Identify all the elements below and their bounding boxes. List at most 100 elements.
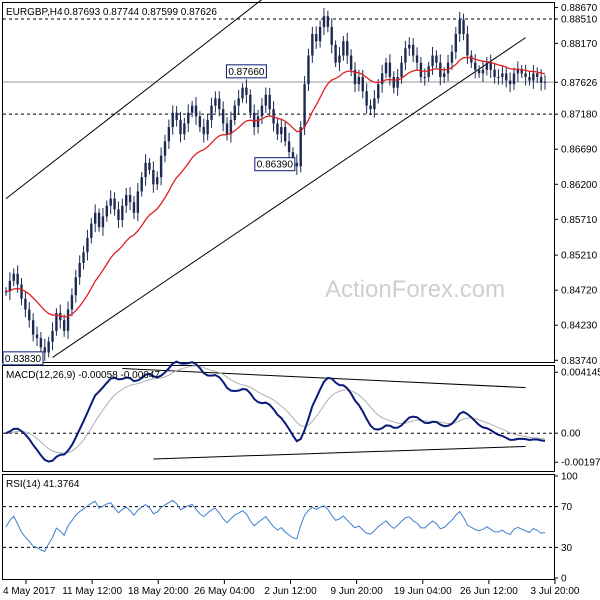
candle-body-95	[373, 98, 376, 110]
candle-body-67	[264, 94, 268, 106]
candle-body-90	[353, 69, 357, 85]
x-tick-label-0: 4 May 2017	[3, 586, 56, 597]
candle-body-38	[152, 169, 155, 185]
candle-body-96	[377, 84, 380, 99]
candle-body-18	[74, 277, 77, 296]
x-tick-label-4: 2 Jun 12:00	[264, 586, 317, 597]
candle-body-31	[125, 195, 128, 206]
candle-body-134	[524, 73, 527, 77]
x-tick-label-1: 11 May 12:00	[62, 586, 122, 597]
candle-body-102	[400, 62, 403, 77]
macd-tick-label-2: -0.001972	[561, 458, 600, 469]
candle-body-50	[198, 116, 202, 128]
candle-body-101	[396, 76, 399, 88]
candle-body-128	[501, 73, 504, 77]
candle-body-55	[218, 98, 221, 110]
candle-body-78	[307, 55, 310, 85]
candle-body-48	[190, 105, 194, 113]
price-tick-label-9: 0.84720	[561, 286, 598, 297]
candle-body-83	[326, 16, 330, 27]
price-tick-label-6: 0.86200	[561, 180, 598, 191]
candle-body-57	[225, 123, 229, 135]
candle-body-33	[132, 202, 136, 213]
candle-body-13	[55, 313, 58, 331]
watermark: ActionForex.com	[325, 276, 505, 303]
candle-body-28	[113, 198, 116, 210]
candle-body-53	[210, 105, 213, 120]
candle-body-62	[245, 87, 248, 95]
candle-body-66	[260, 105, 264, 117]
candle-body-86	[338, 55, 341, 63]
macd-title: MACD(12,26,9) -0.00058 -0.00047	[6, 370, 160, 381]
annotation-box-1	[225, 64, 267, 79]
candle-body-93	[365, 91, 368, 106]
rsi-tick-label-2: 30	[561, 543, 573, 554]
annotation-box-3	[2, 351, 44, 366]
x-tick-label-8: 3 Jul 20:00	[531, 586, 580, 597]
candle-body-15	[62, 320, 66, 331]
candle-body-81	[318, 26, 322, 42]
candle-body-5	[24, 298, 27, 310]
candle-body-117	[458, 19, 461, 35]
candle-body-25	[101, 216, 105, 228]
candle-body-51	[202, 127, 205, 135]
candle-body-118	[462, 19, 465, 35]
candle-body-39	[156, 177, 159, 185]
candle-body-47	[187, 112, 190, 124]
candle-body-82	[322, 16, 326, 27]
price-tick-label-0: 0.88670	[561, 3, 598, 14]
candle-body-127	[497, 76, 500, 78]
candle-body-71	[280, 127, 283, 135]
candle-body-91	[357, 76, 361, 85]
candle-body-136	[532, 73, 535, 81]
macd-signal-line	[5, 365, 546, 454]
x-tick-label-7: 26 Jun 12:00	[460, 586, 518, 597]
candle-body-65	[256, 116, 260, 128]
annotation-label-1: 0.87660	[228, 67, 265, 78]
candle-body-84	[330, 26, 333, 45]
candle-body-114	[446, 62, 450, 74]
candle-body-111	[435, 55, 438, 63]
macd-layer	[3, 360, 554, 463]
candle-body-61	[241, 87, 244, 99]
candle-body-11	[47, 341, 50, 353]
candle-body-125	[489, 62, 492, 70]
candle-body-45	[179, 119, 182, 135]
candle-body-2	[12, 273, 15, 281]
candle-body-32	[128, 195, 132, 203]
macd-panel-frame	[2, 365, 555, 472]
candle-body-137	[536, 73, 539, 77]
candle-body-79	[311, 34, 314, 56]
candle-body-26	[105, 205, 109, 217]
price-tick-label-1: 0.88510	[561, 15, 598, 26]
rsi-tick-label-0: 100	[561, 472, 578, 483]
candle-body-29	[117, 209, 120, 221]
candle-body-7	[31, 320, 35, 335]
candle-body-35	[140, 177, 143, 192]
candle-body-54	[214, 98, 217, 106]
ema-line	[5, 56, 546, 318]
macd-tick-label-0: 0.004145	[561, 368, 600, 379]
candle-body-77	[303, 84, 306, 128]
macd-tick-label-1: 0.00	[561, 429, 581, 440]
candle-body-104	[408, 44, 411, 49]
candle-body-73	[287, 141, 291, 153]
candle-body-94	[369, 105, 372, 110]
rsi-tick-label-3: 0	[561, 574, 567, 585]
candle-body-19	[78, 262, 81, 278]
candle-body-116	[454, 34, 458, 52]
candle-body-126	[493, 69, 496, 77]
candle-body-68	[268, 94, 271, 110]
candle-body-108	[423, 76, 426, 78]
candle-body-87	[342, 41, 345, 56]
candle-body-3	[16, 273, 19, 285]
candle-body-89	[349, 55, 353, 70]
candle-body-8	[35, 334, 39, 339]
symbol-label: EURGBP,H4	[6, 7, 63, 18]
candle-body-88	[346, 41, 349, 56]
candle-body-124	[485, 62, 489, 70]
candle-body-133	[520, 69, 523, 74]
candle-body-49	[194, 105, 198, 117]
candle-body-130	[508, 80, 512, 85]
